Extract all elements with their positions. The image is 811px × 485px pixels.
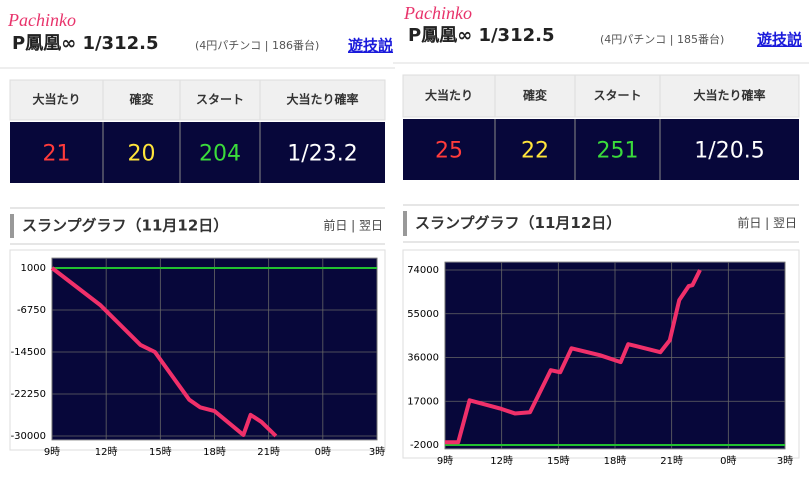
y-tick-label: -30000 [11,431,46,442]
y-tick-label: -6750 [17,305,46,316]
x-tick-label: 21時 [257,446,280,458]
x-tick-label: 3時 [369,446,385,458]
stat-header: 大当たり確率 [693,88,765,103]
stat-value: 204 [199,142,241,167]
machine-info: (4円パチンコ | 186番台) [195,38,319,52]
y-tick-label: -14500 [11,347,46,358]
stat-header: スタート [196,93,244,107]
stat-header: 大当たり確率 [286,92,358,107]
x-tick-label: 21時 [660,455,683,467]
x-tick-label: 9時 [437,455,453,467]
explain-link[interactable]: 遊技説 [757,31,802,49]
stat-value: 1/20.5 [694,139,764,164]
stat-value: 25 [435,139,463,164]
graph-nav[interactable]: 前日 | 翌日 [737,215,797,230]
graph-nav[interactable]: 前日 | 翌日 [323,218,383,233]
x-tick-label: 12時 [490,455,513,467]
explain-link[interactable]: 遊技説 [348,37,393,55]
stat-value: 22 [521,139,549,164]
stat-header: 大当たり [425,88,473,103]
machine-title: P鳳凰∞ 1/312.5 [408,25,555,46]
stat-header: 確変 [129,92,154,107]
table-data-bg [403,119,799,180]
machine-info: (4円パチンコ | 185番台) [600,32,724,46]
y-tick-label: 55000 [407,309,439,320]
stat-value: 1/23.2 [287,142,357,167]
y-tick-label: 1000 [21,263,46,274]
heading-bar [403,211,407,236]
x-tick-label: 3時 [777,455,793,467]
x-tick-label: 15時 [547,455,570,467]
x-tick-label: 0時 [315,446,331,458]
x-tick-label: 12時 [95,446,118,458]
table-header-bg [402,74,800,118]
stat-value: 21 [43,142,71,167]
y-tick-label: -2000 [410,440,439,451]
x-tick-label: 18時 [203,446,226,458]
graph-title: スランプグラフ（11月12日） [415,214,621,232]
x-tick-label: 15時 [149,446,172,458]
machine-title: P鳳凰∞ 1/312.5 [12,33,159,54]
stat-header: 大当たり [32,92,80,107]
y-tick-label: 74000 [407,265,439,276]
data-line [50,266,278,438]
x-tick-label: 0時 [720,455,736,467]
stat-value: 251 [597,139,639,164]
stat-header: 確変 [523,88,548,103]
brand: Pachinko [7,10,76,30]
table-header-bg [9,79,386,121]
x-tick-label: 9時 [44,446,60,458]
table-data-bg [10,122,385,183]
stat-header: スタート [593,89,641,103]
x-tick-label: 18時 [604,455,627,467]
y-tick-label: 36000 [407,353,439,364]
y-tick-label: -22250 [11,389,46,400]
heading-bar [10,214,14,238]
stat-value: 20 [128,142,156,167]
graph-title: スランプグラフ（11月12日） [22,217,228,235]
brand: Pachinko [403,3,472,23]
data-line [445,269,702,445]
y-tick-label: 17000 [407,396,439,407]
